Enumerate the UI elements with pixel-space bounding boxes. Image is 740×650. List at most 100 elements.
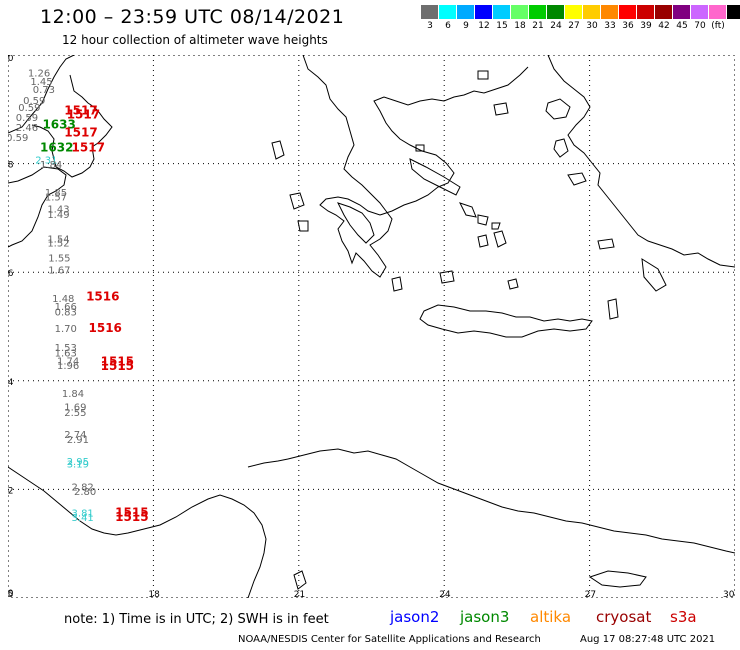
- pass-time-label: 1517: [64, 104, 97, 118]
- colorbar-swatch: [547, 5, 565, 19]
- colorbar-label: 33: [604, 21, 616, 31]
- colorbar-label: 12: [478, 21, 490, 31]
- colorbar-label: 45: [676, 21, 688, 31]
- wave-height-value: 1.45: [30, 77, 52, 88]
- wave-height-value: 0.59: [16, 113, 38, 124]
- colorbar-swatch: [493, 5, 511, 19]
- wave-height-value: 0.59: [18, 103, 40, 114]
- coast-turkey: [547, 55, 735, 268]
- satellite-legend-s3a: s3a: [670, 608, 697, 626]
- colorbar-swatch: [511, 5, 529, 19]
- colorbar-swatch: [727, 5, 740, 19]
- island-euboea: [409, 158, 461, 196]
- island-tinos: [477, 214, 489, 226]
- map-title: 12:00 – 23:59 UTC 08/14/2021: [40, 6, 345, 28]
- credit-line: NOAA/NESDIS Center for Satellite Applica…: [238, 634, 541, 645]
- colorbar-label: 6: [445, 21, 451, 31]
- coast-greece: [302, 55, 529, 278]
- colorbar-label: 3: [427, 21, 433, 31]
- island-cyprus-partial: [588, 570, 647, 588]
- wave-height-value: 1.26: [28, 69, 50, 80]
- wave-height-value: 1.66: [55, 302, 77, 313]
- wave-height-value: 3.41: [72, 513, 94, 524]
- island-skiathos: [415, 144, 425, 152]
- satellite-pass-times: 1517151716331517163215171516151615151515…: [40, 104, 149, 524]
- island-paros: [477, 234, 489, 248]
- islet-south: [293, 570, 307, 590]
- lat-tick-label: 40: [8, 55, 14, 64]
- pass-time-label: 1633: [42, 117, 75, 131]
- coast-peloponnese: [337, 202, 375, 244]
- colorbar-swatch: [457, 5, 475, 19]
- coastlines: [8, 55, 735, 598]
- wave-height-value: 1.85: [45, 188, 67, 199]
- satellite-legend-cryosat: cryosat: [596, 608, 652, 626]
- wave-height-value: 2.80: [74, 487, 96, 498]
- satellite-legend-altika: altika: [530, 608, 572, 626]
- colorbar-label: 9: [463, 21, 469, 31]
- colorbar-label: 30: [586, 21, 598, 31]
- wave-height-value: 1.53: [55, 343, 77, 354]
- pass-time-label: 1515: [115, 510, 148, 524]
- colorbar-swatch: [439, 5, 457, 19]
- pass-time-label: 1516: [89, 321, 122, 335]
- map-subtitle: 12 hour collection of altimeter wave hei…: [62, 33, 328, 47]
- lat-tick-label: 32: [8, 486, 13, 496]
- colorbar-swatch: [565, 5, 583, 19]
- pass-time-label: 1515: [101, 359, 134, 373]
- colorbar-label: 39: [640, 21, 652, 31]
- wave-height-value: 3.81: [72, 509, 94, 520]
- lon-tick-label: 21: [294, 590, 305, 598]
- coast-libya: [8, 466, 267, 598]
- wave-height-value: 3.19: [67, 460, 89, 471]
- wave-height-value: 1.54: [47, 234, 69, 245]
- map-frame: [8, 55, 735, 598]
- colorbar-label: 70: [694, 21, 706, 31]
- coast-cyrenaica-west: [247, 458, 289, 468]
- colorbar-swatch: [655, 5, 673, 19]
- island-rhodes: [641, 258, 667, 292]
- colorbar-swatch: [601, 5, 619, 19]
- island-mykonos: [491, 222, 501, 230]
- colorbar-swatch: [421, 5, 439, 19]
- satellite-legend-jason2: jason2: [390, 608, 440, 626]
- island-lesbos: [545, 98, 571, 120]
- colorbar-labels: 3 6 9 12 15 18 21 24 27 30 33 36 39 42 45 70 (ft): [421, 21, 727, 31]
- wave-height-value: 1.63: [55, 348, 77, 359]
- wave-height-value: 2.82: [72, 482, 94, 493]
- wave-height-value: 2.46: [16, 123, 38, 134]
- wave-height-colorbar: [421, 5, 740, 19]
- wave-height-value: 2.31: [35, 156, 57, 167]
- island-naxos: [493, 230, 507, 248]
- island-andros: [459, 202, 477, 218]
- wave-height-value: 1.57: [45, 193, 67, 204]
- wave-height-value: 2.91: [67, 435, 89, 446]
- wave-height-value: 1.55: [48, 253, 70, 264]
- lon-tick-label: 30: [723, 590, 735, 598]
- island-samos: [567, 172, 587, 186]
- wave-height-value: 1.49: [47, 210, 69, 221]
- lon-tick-label: 15: [8, 590, 13, 598]
- lon-tick-label: 24: [439, 590, 451, 598]
- altimeter-track-values: 1.261.450.730.590.590.592.460.592.311.84…: [8, 69, 96, 524]
- lat-tick-label: 36: [8, 269, 14, 279]
- island-kythira: [391, 276, 403, 292]
- pass-time-label: 1515: [115, 506, 148, 520]
- wave-height-value: 1.43: [47, 204, 69, 215]
- island-thasos: [477, 70, 489, 80]
- colorbar-label: 42: [658, 21, 670, 31]
- colorbar-label: (ft): [711, 21, 725, 31]
- wave-height-value: 1.52: [47, 239, 69, 250]
- wave-height-value: 1.96: [57, 361, 79, 372]
- island-santorini: [507, 278, 519, 290]
- island-kefalonia: [289, 192, 305, 210]
- wave-height-value: 1.67: [48, 265, 70, 276]
- lon-tick-label: 27: [585, 590, 596, 598]
- colorbar-label: 24: [550, 21, 562, 31]
- axis-labels: 403836343230151821242730: [8, 55, 735, 598]
- pass-time-label: 1632: [40, 141, 73, 155]
- colorbar-swatch: [619, 5, 637, 19]
- island-zakynthos: [297, 220, 309, 232]
- colorbar-label: 18: [514, 21, 526, 31]
- wave-height-value: 2.74: [64, 430, 86, 441]
